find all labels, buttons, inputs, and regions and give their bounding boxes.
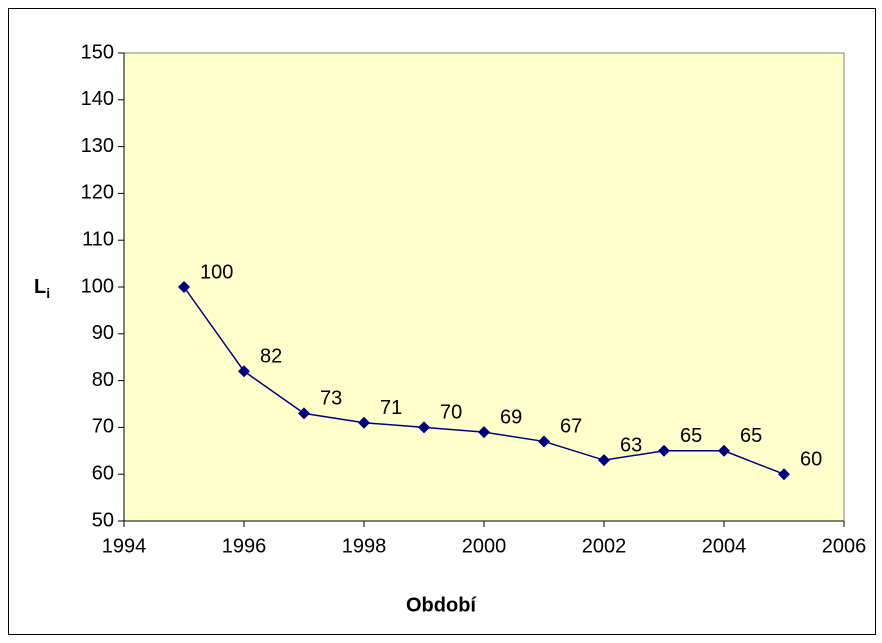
x-tick-label: 2004 (702, 535, 747, 557)
x-axis-label: Období (406, 594, 477, 616)
data-label: 63 (620, 434, 642, 456)
data-point (598, 454, 610, 467)
data-point (778, 468, 790, 481)
x-tick-label: 2006 (822, 535, 867, 557)
y-tick-label: 60 (92, 462, 114, 484)
x-tick-label: 2002 (582, 535, 627, 557)
y-tick-label: 120 (81, 182, 114, 204)
y-tick-label: 110 (82, 228, 114, 250)
data-label: 100 (200, 261, 233, 283)
data-label: 73 (320, 388, 342, 410)
x-tick-label: 1998 (342, 535, 387, 557)
y-label-sub: i (46, 285, 50, 301)
data-point (238, 365, 250, 378)
data-label: 65 (680, 425, 702, 447)
y-tick-label: 130 (81, 135, 114, 157)
data-label: 65 (740, 425, 762, 447)
data-label: 60 (800, 448, 822, 470)
y-tick-label: 80 (92, 369, 114, 391)
x-tick-label: 2000 (462, 535, 507, 557)
data-point (538, 435, 550, 448)
y-label-main: L (34, 276, 46, 298)
data-label: 82 (260, 346, 282, 368)
data-point (658, 444, 670, 457)
data-label: 69 (500, 406, 522, 428)
data-point (478, 426, 490, 439)
y-tick-label: 90 (92, 322, 114, 344)
data-point (418, 421, 430, 434)
y-tick-label: 100 (81, 275, 114, 297)
plot-area (123, 52, 845, 522)
y-tick-label: 140 (81, 88, 114, 110)
data-label: 71 (380, 397, 402, 419)
data-point (178, 281, 190, 293)
data-point (298, 407, 310, 420)
x-tick-label: 1994 (102, 535, 147, 557)
data-label: 67 (560, 416, 582, 438)
data-label: 70 (440, 402, 462, 424)
y-axis-label: Li (34, 276, 50, 300)
y-tick-label: 150 (81, 41, 114, 63)
y-tick-label: 50 (92, 509, 114, 531)
x-tick-label: 1996 (222, 535, 267, 557)
data-point (718, 444, 730, 457)
y-tick-label: 70 (92, 416, 114, 438)
data-point (358, 416, 370, 429)
